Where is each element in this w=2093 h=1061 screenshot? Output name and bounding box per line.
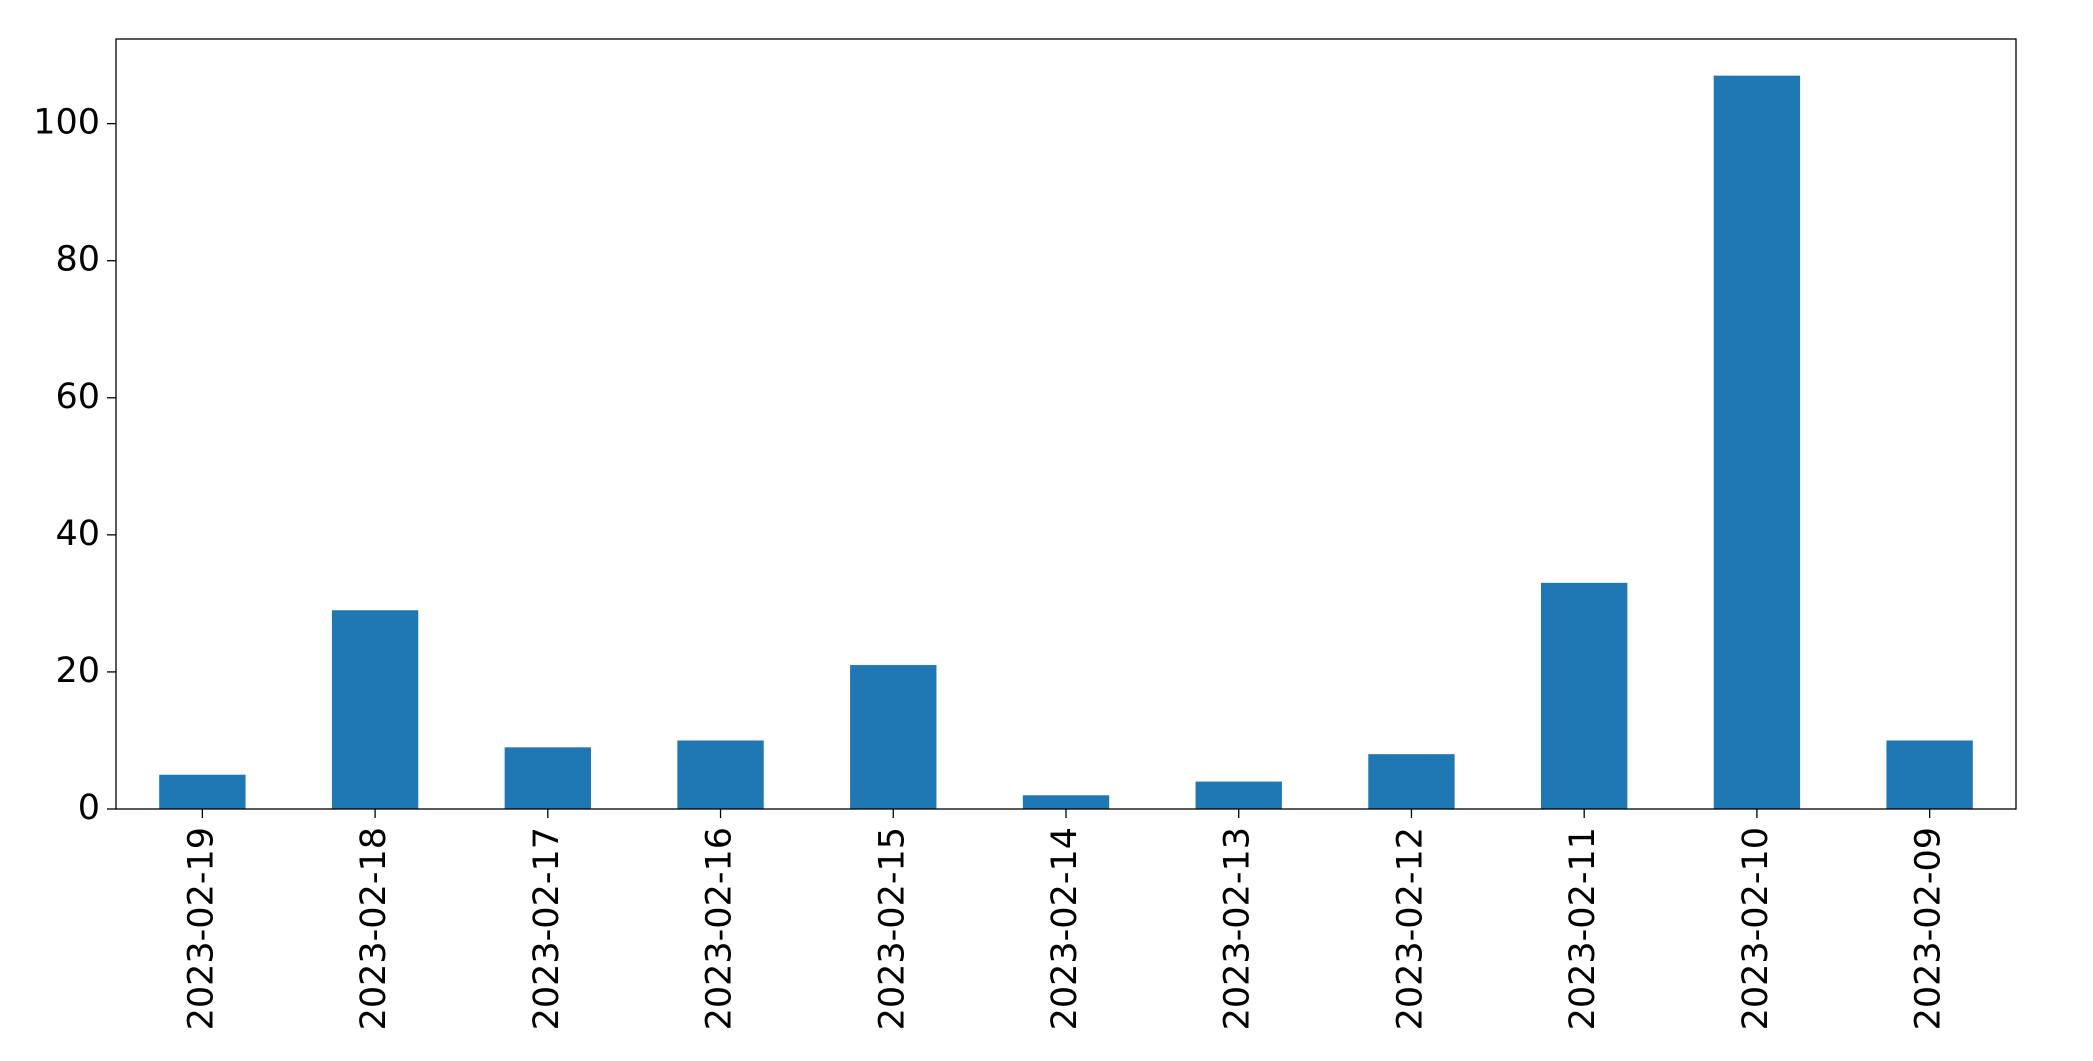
x-tick-label: 2023-02-15 — [872, 827, 912, 1030]
bar — [331, 610, 419, 809]
x-tick-label: 2023-02-13 — [1218, 827, 1258, 1030]
axes-frame — [115, 38, 2017, 810]
y-tick-label: 20 — [55, 651, 100, 691]
y-tick-label: 0 — [78, 788, 100, 828]
x-tick-label: 2023-02-19 — [181, 827, 221, 1030]
y-tick-label: 100 — [33, 103, 100, 143]
bar — [850, 665, 937, 809]
bar — [1022, 795, 1110, 809]
x-tick-label: 2023-02-10 — [1736, 827, 1776, 1030]
x-tick-label: 2023-02-14 — [1045, 827, 1085, 1030]
x-tick-label: 2023-02-11 — [1563, 827, 1603, 1030]
bar — [1195, 781, 1282, 809]
y-tick-label: 40 — [55, 514, 100, 554]
bar — [677, 740, 764, 809]
x-tick-label: 2023-02-18 — [354, 827, 394, 1030]
bar — [1713, 75, 1801, 809]
bar — [1368, 754, 1455, 809]
x-tick-label: 2023-02-09 — [1909, 827, 1949, 1030]
x-tick-label: 2023-02-17 — [527, 827, 567, 1030]
bar — [1886, 740, 1973, 809]
bar — [504, 747, 591, 809]
x-tick-label: 2023-02-12 — [1390, 827, 1430, 1030]
y-tick-label: 80 — [55, 240, 100, 280]
x-tick-label: 2023-02-16 — [700, 827, 740, 1030]
bar — [1541, 582, 1628, 809]
bar — [159, 774, 246, 809]
y-tick-label: 60 — [55, 377, 100, 417]
